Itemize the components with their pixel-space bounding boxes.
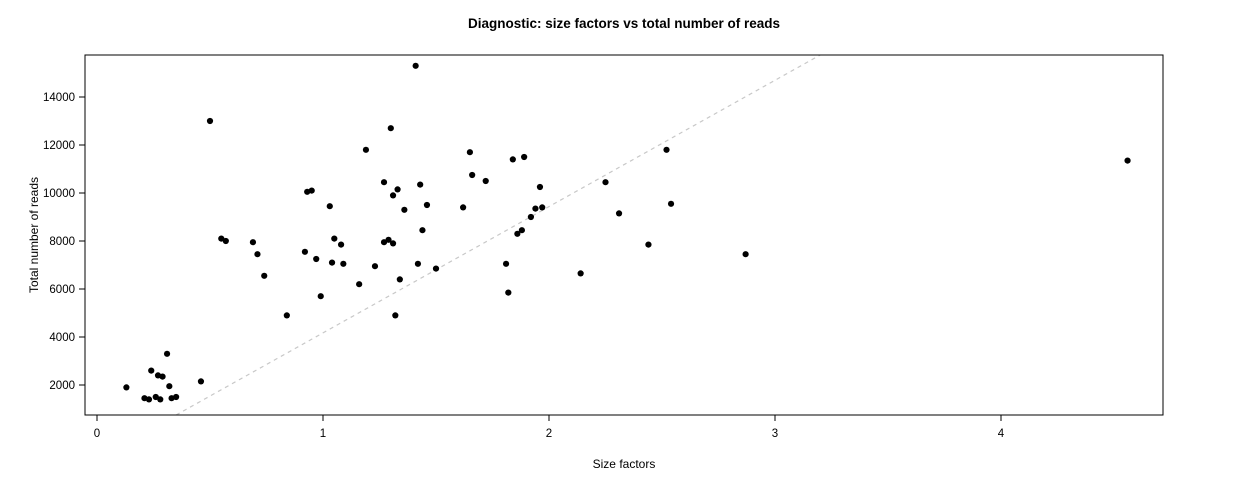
plot-title: Diagnostic: size factors vs total number… xyxy=(468,16,780,31)
data-point xyxy=(1124,157,1131,164)
data-point xyxy=(663,146,670,153)
data-point xyxy=(197,378,205,385)
data-point xyxy=(308,187,315,194)
data-point xyxy=(328,259,336,266)
y-axis-label: Total number of reads xyxy=(27,177,41,293)
data-point xyxy=(380,179,388,186)
data-point xyxy=(432,265,440,272)
x-tick-label: 2 xyxy=(546,428,552,440)
data-point xyxy=(514,230,521,237)
data-point xyxy=(389,192,397,199)
data-point xyxy=(536,183,544,191)
data-point xyxy=(469,171,476,179)
data-point xyxy=(317,293,324,300)
data-point xyxy=(392,312,399,319)
data-point xyxy=(385,236,392,243)
x-tick-label: 3 xyxy=(772,428,778,440)
data-point xyxy=(206,117,214,125)
data-point xyxy=(602,179,609,186)
data-point xyxy=(532,205,539,212)
data-point xyxy=(283,312,290,319)
data-point xyxy=(166,383,173,390)
data-point xyxy=(505,289,512,296)
data-point xyxy=(412,62,419,69)
y-tick-label: 2000 xyxy=(49,380,75,392)
data-point xyxy=(261,272,268,279)
data-point xyxy=(148,367,155,374)
data-point xyxy=(518,227,525,234)
data-point xyxy=(313,255,320,263)
data-point xyxy=(414,260,422,267)
plot-area: 0 1 2 3 4 2000 4000 6000 8000 10000 12000 14000 xyxy=(43,54,1164,440)
data-point xyxy=(371,263,379,270)
data-point xyxy=(254,251,261,258)
data-point xyxy=(145,396,153,403)
data-point xyxy=(326,203,333,210)
data-point xyxy=(387,125,394,132)
data-point xyxy=(482,177,489,185)
x-tick-label: 1 xyxy=(320,428,326,440)
data-point xyxy=(163,350,171,357)
data-point xyxy=(356,281,363,288)
data-point xyxy=(389,240,397,247)
y-tick-label: 14000 xyxy=(43,92,75,104)
data-point xyxy=(340,260,347,267)
data-point xyxy=(331,235,338,242)
data-point xyxy=(337,241,345,248)
data-point xyxy=(460,204,467,211)
data-point xyxy=(419,227,426,234)
x-tick-label: 0 xyxy=(94,428,100,440)
data-point xyxy=(222,237,229,245)
data-point xyxy=(417,181,424,188)
data-point xyxy=(466,149,473,156)
data-point xyxy=(301,248,309,255)
data-point xyxy=(521,153,528,161)
data-point xyxy=(539,204,546,211)
data-point xyxy=(362,146,370,153)
data-point xyxy=(509,156,516,163)
data-point xyxy=(527,213,535,221)
data-point xyxy=(394,186,401,193)
data-point xyxy=(577,270,584,277)
y-tick-label: 4000 xyxy=(49,332,75,344)
data-point xyxy=(401,206,408,213)
data-point xyxy=(249,239,257,246)
x-axis-label: Size factors xyxy=(593,457,656,471)
reference-line xyxy=(175,54,821,416)
x-tick-label: 4 xyxy=(998,428,1005,440)
plot-border xyxy=(84,54,1164,416)
data-point xyxy=(615,210,623,217)
y-tick-label: 10000 xyxy=(43,188,75,200)
data-point xyxy=(645,241,652,248)
y-tick-label: 6000 xyxy=(49,284,75,296)
data-point xyxy=(742,251,749,258)
data-point xyxy=(423,201,431,209)
data-point xyxy=(159,373,166,380)
y-tick-label: 8000 xyxy=(49,236,75,248)
y-tick-label: 12000 xyxy=(43,140,75,152)
data-point xyxy=(157,396,164,403)
data-point xyxy=(123,384,130,391)
data-point xyxy=(502,260,510,267)
data-point xyxy=(396,276,403,283)
data-point xyxy=(667,200,675,207)
data-point xyxy=(173,393,180,401)
